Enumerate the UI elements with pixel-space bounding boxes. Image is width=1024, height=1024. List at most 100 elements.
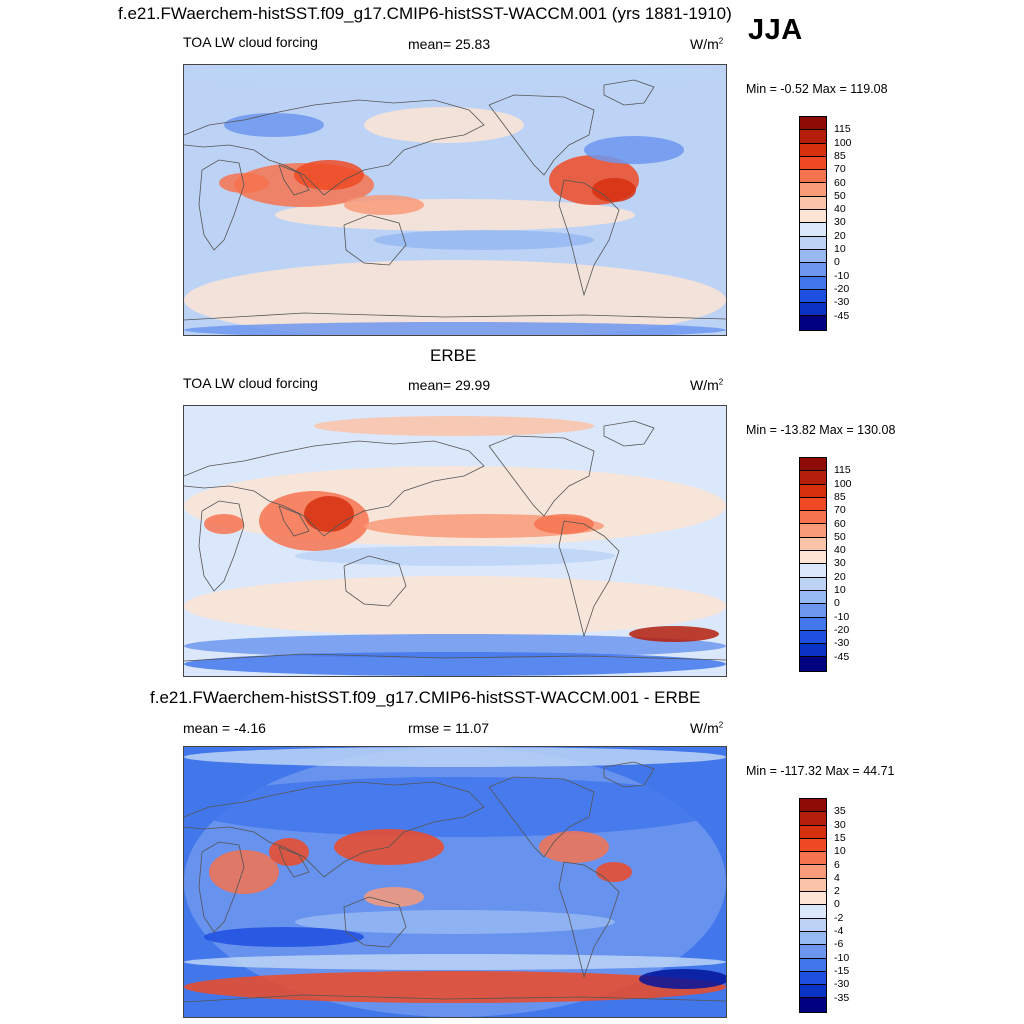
colorbar-tick-label: 0 bbox=[834, 597, 840, 610]
colorbar-tick-label: -35 bbox=[834, 991, 850, 1004]
colorbar-tick-label: 20 bbox=[834, 570, 846, 583]
panel2-variable: TOA LW cloud forcing bbox=[183, 375, 318, 391]
panel1-mean: mean= 25.83 bbox=[408, 36, 491, 52]
field-contour-region bbox=[314, 416, 594, 436]
map-canvas bbox=[184, 747, 726, 1017]
colorbar-swatch bbox=[800, 210, 826, 224]
panel3-mean: mean = -4.16 bbox=[183, 720, 266, 736]
colorbar-swatch bbox=[800, 537, 826, 552]
colorbar-swatch bbox=[800, 276, 826, 290]
colorbar-swatch bbox=[800, 985, 826, 999]
colorbar-swatch bbox=[800, 865, 826, 879]
map-canvas bbox=[184, 406, 726, 676]
coastline bbox=[558, 179, 620, 297]
coastline bbox=[488, 94, 595, 176]
field-contour-region bbox=[304, 496, 354, 532]
field-contour-region bbox=[592, 178, 636, 202]
colorbar-tick-label: 30 bbox=[834, 818, 846, 831]
colorbar-swatch bbox=[800, 143, 826, 157]
panel2-colorbar bbox=[799, 457, 827, 672]
colorbar-swatch bbox=[800, 249, 826, 264]
colorbar-swatch bbox=[800, 604, 826, 618]
colorbar-tick-label: -2 bbox=[834, 911, 844, 924]
colorbar-tick-label: -20 bbox=[834, 282, 850, 295]
coastline bbox=[278, 164, 310, 196]
colorbar-tick-label: 2 bbox=[834, 885, 840, 898]
colorbar-tick-label: 4 bbox=[834, 871, 840, 884]
coastline bbox=[488, 776, 595, 858]
field-contour-region bbox=[374, 230, 594, 250]
colorbar-tick-label: 100 bbox=[834, 477, 852, 490]
colorbar-tick-label: 6 bbox=[834, 858, 840, 871]
colorbar-swatch bbox=[800, 303, 826, 317]
colorbar-tick-label: 10 bbox=[834, 845, 846, 858]
colorbar-swatch bbox=[800, 316, 826, 330]
colorbar-tick-label: -30 bbox=[834, 296, 850, 309]
field-contour-region bbox=[184, 971, 726, 1003]
colorbar-tick-label: -6 bbox=[834, 938, 844, 951]
panel2-units: W/m2 bbox=[690, 377, 724, 393]
figure-title: f.e21.FWaerchem-histSST.f09_g17.CMIP6-hi… bbox=[118, 4, 732, 23]
field-contour-region bbox=[639, 969, 726, 989]
colorbar-swatch bbox=[800, 130, 826, 144]
colorbar-tick-label: 10 bbox=[834, 584, 846, 596]
field-contour-region bbox=[184, 65, 726, 89]
colorbar-swatch bbox=[800, 117, 826, 131]
field-contour-region bbox=[184, 260, 726, 335]
field-contour-region bbox=[209, 850, 279, 894]
colorbar-tick-label: 115 bbox=[834, 123, 851, 136]
coastline bbox=[603, 79, 655, 106]
colorbar-tick-label: 20 bbox=[834, 229, 846, 242]
coastline bbox=[278, 505, 310, 537]
colorbar-tick-label: 100 bbox=[834, 136, 852, 149]
colorbar-swatch bbox=[800, 918, 826, 932]
colorbar-swatch bbox=[800, 878, 826, 893]
field-contour-region bbox=[364, 107, 524, 143]
coastline bbox=[603, 761, 655, 788]
coastline bbox=[343, 214, 407, 266]
coastline bbox=[488, 435, 595, 517]
colorbar-tick-label: 50 bbox=[834, 189, 846, 202]
colorbar-swatch bbox=[800, 958, 826, 972]
colorbar-tick-label: 60 bbox=[834, 176, 846, 189]
erbe-lw-cloud-forcing-map bbox=[183, 405, 727, 677]
colorbar-swatch bbox=[800, 799, 826, 813]
panel3-rmse: rmse = 11.07 bbox=[408, 720, 490, 736]
panel3-colorbar bbox=[799, 798, 827, 1013]
coastline bbox=[343, 896, 407, 948]
colorbar-swatch bbox=[800, 170, 826, 184]
panel1-minmax: Min = -0.52 Max = 119.08 bbox=[746, 82, 888, 96]
model-lw-cloud-forcing-map bbox=[183, 64, 727, 336]
colorbar-tick-label: -20 bbox=[834, 623, 850, 636]
colorbar-swatch bbox=[800, 931, 826, 946]
colorbar-swatch bbox=[800, 196, 826, 211]
colorbar-tick-label: -30 bbox=[834, 637, 850, 650]
colorbar-tick-label: 115 bbox=[834, 464, 851, 477]
colorbar-swatch bbox=[800, 838, 826, 853]
colorbar-swatch bbox=[800, 289, 826, 304]
colorbar-tick-label: 35 bbox=[834, 805, 846, 818]
colorbar-swatch bbox=[800, 564, 826, 578]
coastline bbox=[184, 99, 485, 196]
colorbar-tick-label: 40 bbox=[834, 544, 846, 557]
colorbar-tick-label: 15 bbox=[834, 831, 846, 844]
colorbar-swatch bbox=[800, 577, 826, 591]
colorbar-swatch bbox=[800, 905, 826, 919]
colorbar-swatch bbox=[800, 497, 826, 512]
field-contour-region bbox=[295, 546, 615, 566]
colorbar-tick-label: -45 bbox=[834, 650, 850, 663]
field-contour-region bbox=[184, 652, 726, 676]
field-contour-region bbox=[204, 514, 244, 534]
field-contour-region bbox=[184, 747, 726, 767]
coastline bbox=[184, 440, 485, 537]
field-contour-region bbox=[534, 514, 594, 534]
colorbar-swatch bbox=[800, 183, 826, 197]
colorbar-tick-label: 85 bbox=[834, 149, 846, 162]
coastline bbox=[558, 861, 620, 979]
field-contour-region bbox=[184, 322, 726, 335]
coastline bbox=[184, 312, 726, 321]
colorbar-swatch bbox=[800, 812, 826, 826]
coastline bbox=[198, 500, 245, 592]
colorbar-tick-label: 30 bbox=[834, 216, 846, 229]
colorbar-tick-label: -10 bbox=[834, 269, 850, 282]
